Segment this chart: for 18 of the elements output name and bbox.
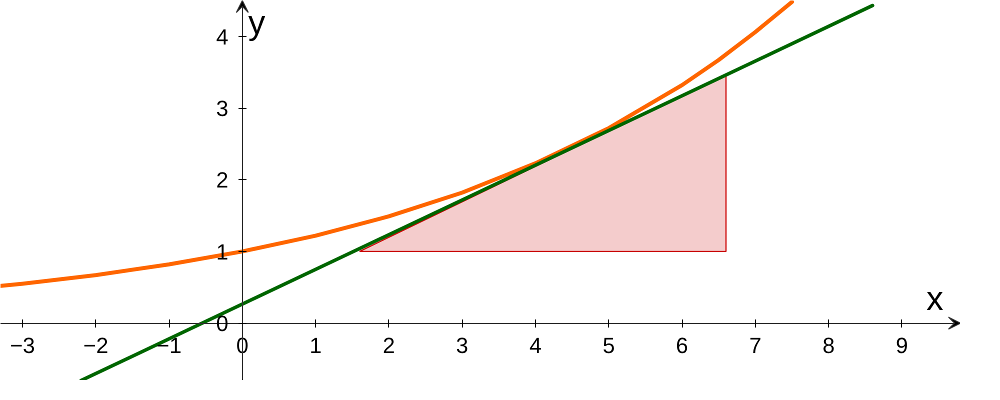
x-tick-label: −1 [156, 333, 182, 358]
x-axis-title: x [926, 280, 944, 318]
x-tick-label: −3 [10, 333, 36, 358]
x-tick-label: 2 [382, 333, 396, 358]
x-tick-label: 4 [529, 333, 542, 358]
y-tick-label: 2 [216, 168, 228, 193]
x-tick-label: 8 [822, 333, 835, 358]
y-tick-label: 4 [216, 24, 228, 50]
x-tick-label: 3 [456, 333, 468, 358]
x-tick-label: 9 [896, 333, 908, 358]
line-series [0, 0, 794, 288]
x-tick-label: 5 [602, 333, 615, 358]
y-tick-label: 3 [216, 96, 228, 122]
x-tick-label: 7 [749, 333, 762, 358]
x-tick-label: 6 [676, 333, 688, 358]
y-axis-title: y [248, 4, 266, 42]
x-tick-label: −2 [83, 333, 108, 358]
x-tick-label: 1 [309, 333, 322, 358]
